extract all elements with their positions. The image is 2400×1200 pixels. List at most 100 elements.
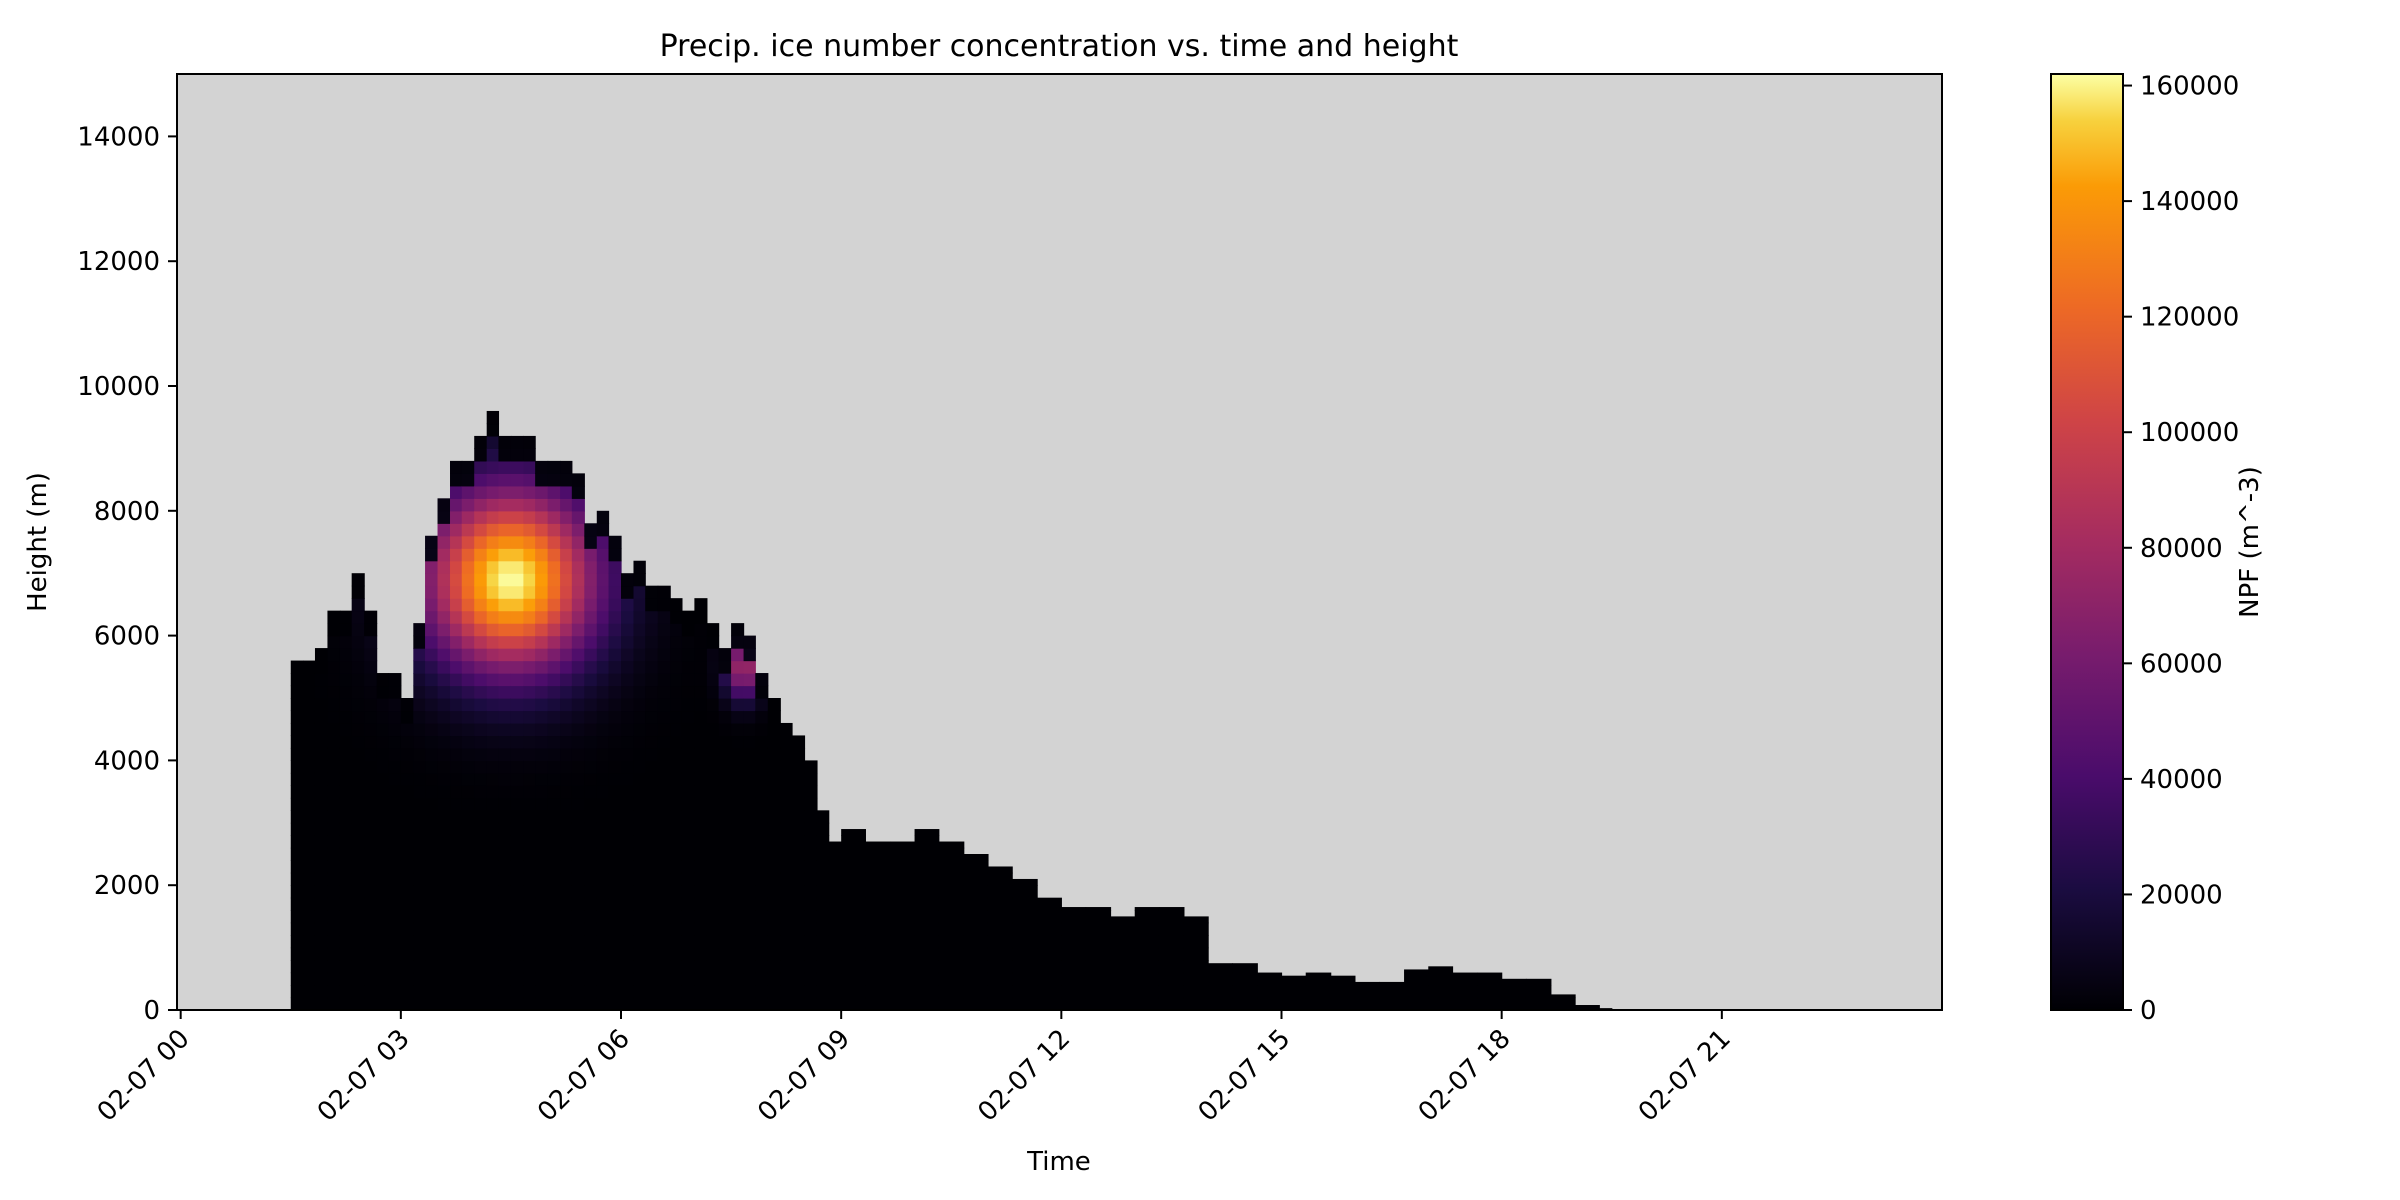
heatmap-cell: [535, 648, 549, 662]
heatmap-cell: [425, 548, 439, 562]
heatmap-cell: [681, 910, 695, 924]
heatmap-cell: [486, 710, 500, 724]
heatmap-cell: [571, 935, 585, 949]
heatmap-cell: [425, 947, 439, 961]
heatmap-cell: [523, 785, 536, 799]
heatmap-cell: [327, 760, 341, 774]
heatmap-cell: [376, 885, 389, 899]
heatmap-cell: [425, 997, 439, 1011]
heatmap-cell: [400, 935, 414, 949]
heatmap-cell: [376, 947, 389, 961]
heatmap-cell: [804, 822, 818, 836]
heatmap-cell: [633, 735, 646, 749]
heatmap-cell: [437, 910, 451, 924]
heatmap-cell: [963, 922, 989, 936]
heatmap-cell: [547, 673, 561, 687]
heatmap-cell: [841, 860, 866, 874]
y-tick-label: 0: [143, 996, 160, 1026]
heatmap-cell: [510, 648, 524, 662]
heatmap-cell: [584, 623, 598, 637]
heatmap-cell: [450, 635, 463, 649]
heatmap-cell: [780, 922, 793, 936]
heatmap-cell: [681, 822, 695, 836]
heatmap-cell: [425, 885, 439, 899]
heatmap-cell: [425, 573, 439, 587]
heatmap-cell: [560, 673, 573, 687]
heatmap-cell: [571, 560, 585, 574]
heatmap-cell: [364, 885, 378, 899]
heatmap-cell: [450, 910, 463, 924]
heatmap-cell: [914, 847, 940, 861]
heatmap-cell: [596, 897, 610, 911]
heatmap-cell: [816, 835, 830, 849]
heatmap-cell: [498, 710, 512, 724]
heatmap-cell: [303, 797, 316, 811]
heatmap-cell: [608, 685, 622, 699]
heatmap-cell: [535, 735, 549, 749]
heatmap-cell: [486, 585, 500, 599]
heatmap-cell: [841, 935, 866, 949]
heatmap-cell: [486, 910, 500, 924]
heatmap-cell: [461, 997, 475, 1011]
heatmap-cell: [339, 960, 353, 974]
heatmap-cell: [694, 797, 708, 811]
colorbar-tick-label: 120000: [2140, 303, 2239, 333]
heatmap-cell: [706, 710, 720, 724]
heatmap-cell: [804, 772, 818, 786]
heatmap-cell: [633, 560, 646, 574]
heatmap-cell: [645, 985, 659, 999]
heatmap-cell: [547, 935, 561, 949]
heatmap-cell: [780, 760, 793, 774]
heatmap-cell: [486, 573, 500, 587]
heatmap-cell: [694, 910, 708, 924]
heatmap-cell: [816, 847, 830, 861]
heatmap-cell: [314, 710, 329, 724]
heatmap-cell: [560, 997, 573, 1011]
heatmap-cell: [425, 985, 439, 999]
heatmap-cell: [963, 854, 989, 861]
heatmap-cell: [1085, 997, 1112, 1011]
heatmap-cell: [437, 698, 451, 712]
heatmap-cell: [327, 835, 341, 849]
heatmap-cell: [535, 673, 549, 687]
heatmap-cell: [388, 772, 402, 786]
heatmap-cell: [364, 610, 378, 624]
x-axis: 02-07 00 02-07 03 02-07 06 02-07 09 02-07 12…: [92, 1010, 1737, 1128]
heatmap-cell: [718, 747, 732, 761]
heatmap-cell: [657, 847, 671, 861]
heatmap-cell: [621, 960, 635, 974]
heatmap-cell: [523, 560, 536, 574]
heatmap-cell: [841, 885, 866, 899]
heatmap-cell: [706, 623, 720, 637]
heatmap-cell: [804, 972, 818, 986]
heatmap-cell: [498, 598, 512, 612]
heatmap-cell: [608, 872, 622, 886]
heatmap-cell: [498, 747, 512, 761]
heatmap-cell: [498, 960, 512, 974]
heatmap-cell: [731, 797, 745, 811]
heatmap-cell: [498, 972, 512, 986]
heatmap-cell: [425, 660, 439, 674]
heatmap-cell: [437, 897, 451, 911]
heatmap-cell: [376, 922, 389, 936]
heatmap-cell: [1037, 897, 1062, 911]
heatmap-cell: [718, 985, 732, 999]
heatmap-cell: [767, 747, 781, 761]
heatmap-cell: [584, 573, 598, 587]
heatmap-cell: [706, 735, 720, 749]
heatmap-cell: [498, 997, 512, 1011]
heatmap-cell: [584, 760, 598, 774]
heatmap-cell: [450, 722, 463, 737]
heatmap-cell: [608, 947, 622, 961]
heatmap-cell: [498, 910, 512, 924]
heatmap-cell: [486, 760, 500, 774]
heatmap-cell: [303, 972, 316, 986]
heatmap-cell: [743, 810, 756, 824]
heatmap-cell: [596, 523, 610, 537]
heatmap-cell: [498, 935, 512, 949]
heatmap-cell: [1232, 972, 1258, 986]
heatmap-cell: [1208, 985, 1233, 999]
heatmap-cell: [804, 810, 818, 824]
heatmap-cell: [327, 610, 341, 624]
heatmap-cell: [584, 560, 598, 574]
